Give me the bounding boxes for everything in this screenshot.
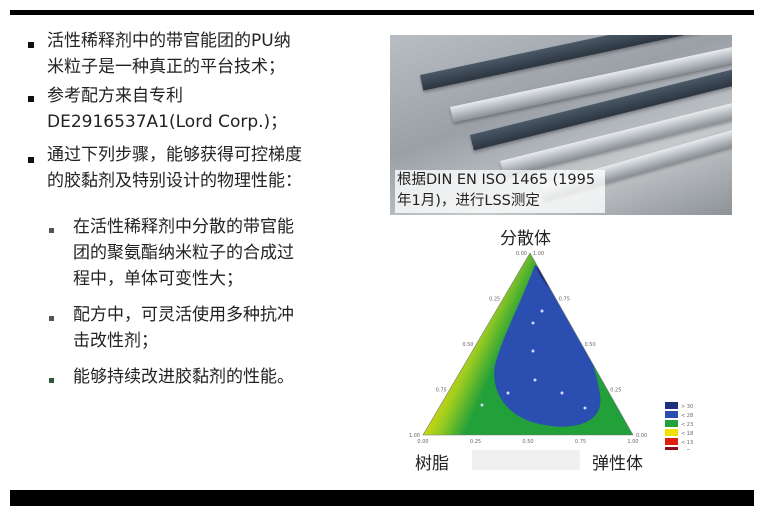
- tick-label-right: 1.00: [533, 251, 544, 257]
- bullet-item: 通过下列步骤，能够获得可控梯度 的胶黏剂及特别设计的物理性能：: [47, 145, 302, 191]
- sub-bullet-item: 配方中，可灵活使用多种抗冲 击改性剂；: [73, 305, 294, 351]
- tick-label-left: 1.00: [409, 433, 420, 439]
- legend: > 30 < 28 < 23 < 18 < 13 < 8: [665, 402, 693, 450]
- tick-label-left: 0.50: [462, 342, 473, 348]
- legend-label: > 30: [681, 404, 693, 410]
- tick-label-left: 0.25: [489, 297, 500, 303]
- bullet-icon: [49, 316, 54, 321]
- tick-label-bottom: 0.50: [522, 439, 533, 445]
- bullet-item: 活性稀释剂中的带官能团的PU纳 米粒子是一种真正的平台技术；: [47, 31, 291, 77]
- label-placeholder: [472, 450, 580, 470]
- legend-label: < 13: [681, 440, 693, 446]
- legend-swatch: [665, 429, 678, 436]
- tick-label-bottom: 1.00: [627, 439, 638, 445]
- legend-swatch: [665, 438, 678, 445]
- legend-label: < 28: [681, 413, 693, 419]
- bullet-icon: [49, 228, 54, 233]
- tick-label-right: 0.00: [636, 433, 647, 439]
- legend-label: < 23: [681, 422, 693, 428]
- tick-label-bottom: 0.25: [470, 439, 481, 445]
- tick-label-bottom: 0.75: [575, 439, 586, 445]
- photo-caption: 根据DIN EN ISO 1465 (1995 年1月)，进行LSS测定: [395, 170, 605, 213]
- data-points: [480, 309, 587, 410]
- bullet-icon: [28, 42, 34, 48]
- tick-label-right: 0.50: [585, 342, 596, 348]
- tick-label-left: 0.75: [436, 388, 447, 394]
- right-axis-label: 弹性体: [592, 454, 643, 474]
- legend-swatch: [665, 402, 678, 409]
- top-rule: [10, 10, 754, 15]
- top-axis-label: 分散体: [500, 229, 551, 249]
- ternary-contour-plot: 1.000.750.500.250.00 1.000.750.500.250.00…: [409, 251, 693, 450]
- legend-swatch: [665, 411, 678, 418]
- sub-bullet-item: 在活性稀释剂中分散的带官能 团的聚氨酯纳米粒子的合成过 程中，单体可变性大；: [73, 217, 294, 289]
- legend-swatch: [665, 447, 678, 450]
- bullet-icon: [49, 378, 54, 383]
- tick-label-right: 0.75: [559, 297, 570, 303]
- bottom-bar: [10, 490, 754, 506]
- tick-label-left: 0.00: [516, 251, 527, 257]
- bullet-icon: [28, 157, 34, 163]
- tick-label-bottom: 0.00: [417, 439, 428, 445]
- legend-label: < 18: [681, 431, 693, 437]
- left-axis-label: 树脂: [415, 454, 449, 474]
- bullet-icon: [28, 96, 34, 102]
- legend-label: < 8: [681, 449, 690, 450]
- bullet-item: 参考配方来自专利 DE2916537A1(Lord Corp.)；: [47, 86, 288, 132]
- legend-swatch: [665, 420, 678, 427]
- sub-bullet-item: 能够持续改进胶黏剂的性能。: [73, 367, 294, 387]
- tick-label-right: 0.25: [610, 388, 621, 394]
